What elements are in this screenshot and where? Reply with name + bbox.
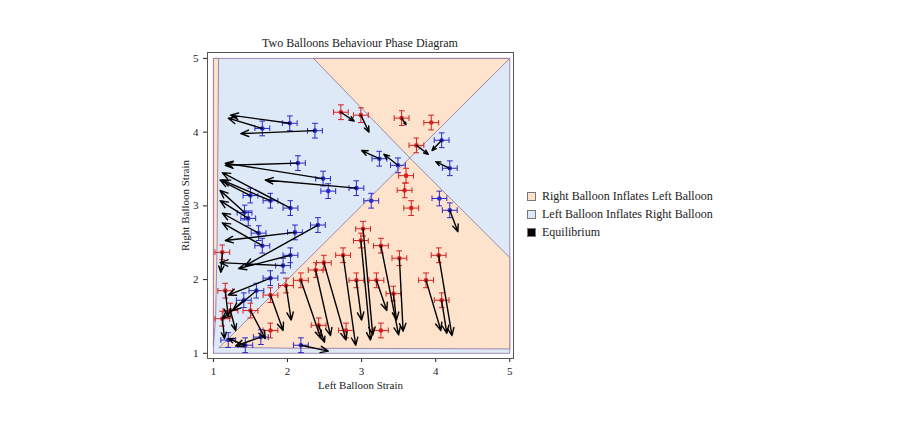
svg-text:Right Balloon Strain: Right Balloon Strain <box>179 159 191 251</box>
svg-text:4: 4 <box>193 126 199 138</box>
svg-text:5: 5 <box>193 52 199 64</box>
svg-text:3: 3 <box>193 199 199 211</box>
html-text:Right Balloon Inflates Left Ba: Right Balloon Inflates Left Balloon <box>542 188 713 203</box>
svg-text:1: 1 <box>211 365 217 377</box>
html-text:Equilibrium: Equilibrium <box>542 224 600 239</box>
svg-text:2: 2 <box>285 365 291 377</box>
svg-text:2: 2 <box>193 273 199 285</box>
svg-text:Left Balloon Strain: Left Balloon Strain <box>318 379 403 391</box>
html-text:Left Balloon Inflates Right Ba: Left Balloon Inflates Right Balloon <box>542 206 713 221</box>
svg-text:5: 5 <box>507 365 513 377</box>
svg-text:1: 1 <box>193 347 199 359</box>
svg-text:3: 3 <box>359 365 365 377</box>
html-text:Two Balloons Behaviour Phase D: Two Balloons Behaviour Phase Diagram <box>262 36 458 50</box>
svg-text:4: 4 <box>433 365 439 377</box>
